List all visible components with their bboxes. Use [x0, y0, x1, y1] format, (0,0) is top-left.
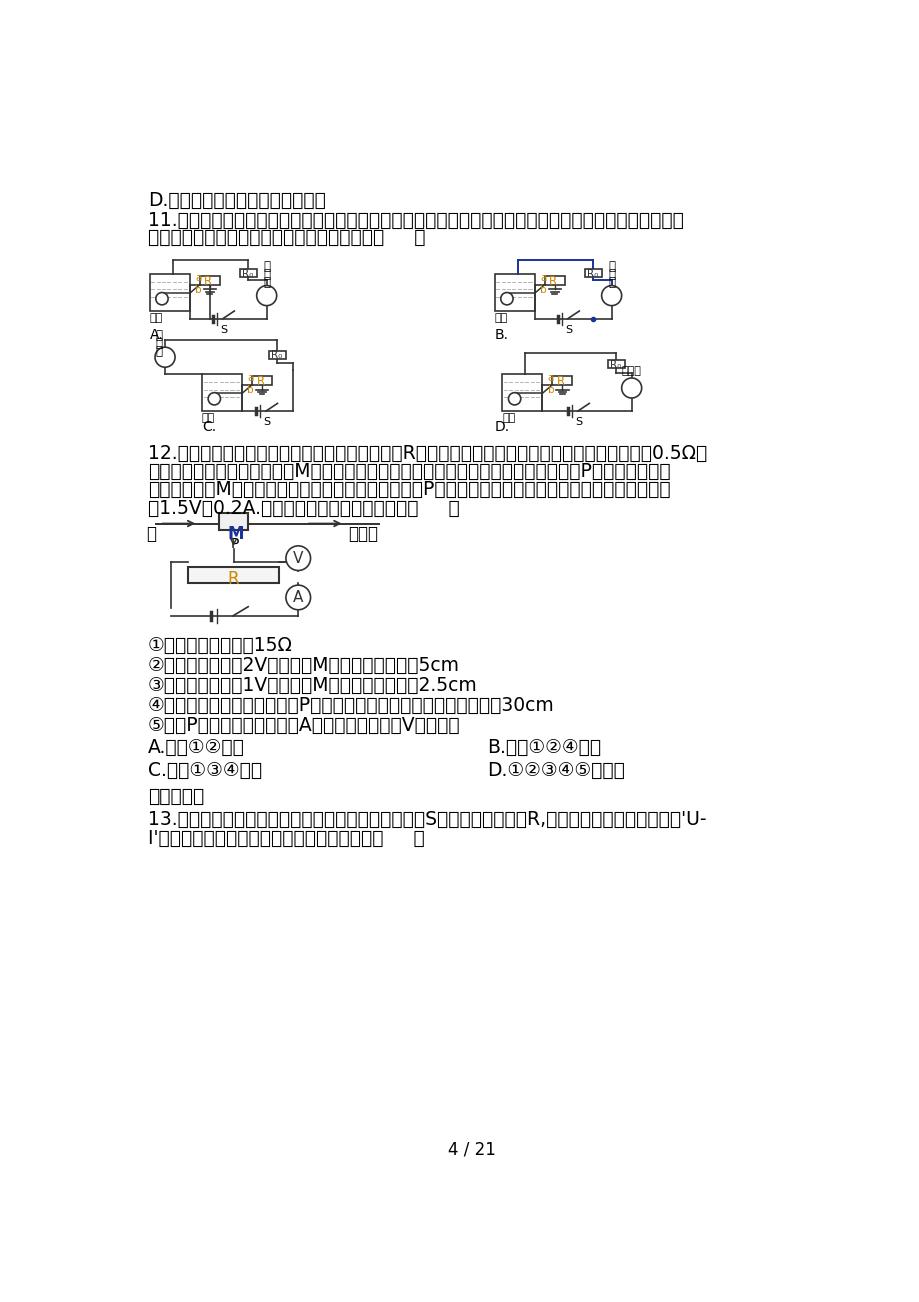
Bar [494, 273, 534, 311]
Text: S: S [221, 326, 227, 335]
Text: 12.小丽设计了如图所示的简易电子距离测量仪，R是一根粗细均匀的电阻丝，其每厘米长的电阻为0.5Ω，: 12.小丽设计了如图所示的简易电子距离测量仪，R是一根粗细均匀的电阻丝，其每厘米… [148, 444, 707, 462]
Text: R: R [256, 375, 265, 388]
Text: 电路各部分均接触良好。物体M只能在导轨上做直线运动，并带动与之相连的金属滑片P移动，电压表示: 电路各部分均接触良好。物体M只能在导轨上做直线运动，并带动与之相连的金属滑片P移… [148, 462, 670, 480]
Circle shape [208, 393, 221, 405]
Text: 数随油面高度的增加而增大，且刻度均匀的是（     ）: 数随油面高度的增加而增大，且刻度均匀的是（ ） [148, 228, 425, 247]
Text: A.: A. [150, 328, 163, 342]
Circle shape [500, 293, 513, 305]
Circle shape [621, 378, 641, 398]
Text: S: S [264, 417, 270, 427]
Text: 量: 量 [155, 337, 163, 350]
Text: b: b [539, 285, 546, 294]
Bar [551, 376, 572, 385]
Text: A: A [293, 590, 303, 605]
Text: D.①②③④⑤都正确: D.①②③④⑤都正确 [486, 760, 624, 780]
Text: b: b [547, 385, 554, 395]
Bar [219, 513, 248, 530]
Text: 油: 油 [264, 260, 270, 273]
Text: 浮标: 浮标 [502, 413, 515, 423]
Bar [502, 374, 542, 411]
Text: 油: 油 [607, 260, 615, 273]
Text: D.: D. [494, 421, 509, 435]
Bar [202, 374, 242, 411]
Text: ④若开始测量前，将金属滑片P置于电阻丝某端点，可测量的最大距离30cm: ④若开始测量前，将金属滑片P置于电阻丝某端点，可测量的最大距离30cm [148, 697, 554, 715]
Text: 浮标: 浮标 [202, 413, 215, 423]
Text: 浮标: 浮标 [494, 312, 507, 323]
Text: a: a [547, 372, 553, 383]
Text: R: R [227, 570, 239, 587]
Bar [240, 270, 256, 277]
Circle shape [155, 348, 175, 367]
Text: 11.如图所示是某同学设计的油量表原理图，油量表是用电流表或电压表改装而成，其中能表示油量表的示: 11.如图所示是某同学设计的油量表原理图，油量表是用电流表或电压表改装而成，其中… [148, 211, 683, 230]
Text: 右导轨: 右导轨 [348, 525, 378, 543]
Text: a: a [195, 272, 201, 283]
Text: 量: 量 [264, 268, 270, 281]
Text: R₀: R₀ [242, 268, 253, 279]
Text: 油: 油 [155, 329, 163, 342]
Text: B.: B. [494, 328, 508, 342]
Text: 图像计算：: 图像计算： [148, 786, 204, 806]
Circle shape [601, 285, 621, 306]
Text: ③当电压表示数为1V时，物体M从中点向右移动了2.5cm: ③当电压表示数为1V时，物体M从中点向右移动了2.5cm [148, 676, 477, 695]
Text: S: S [574, 417, 582, 427]
Bar [187, 568, 278, 583]
Bar [252, 376, 272, 385]
Text: 油量表: 油量表 [621, 366, 641, 376]
Text: R: R [204, 275, 212, 288]
Text: I'关系图象如图乙所示，则下列判断正确的是（     ）: I'关系图象如图乙所示，则下列判断正确的是（ ） [148, 828, 425, 848]
Text: S: S [565, 326, 572, 335]
Text: 量: 量 [607, 268, 615, 281]
Text: ②当电压表示数为2V时，物体M从中点向左移动了5cm: ②当电压表示数为2V时，物体M从中点向左移动了5cm [148, 656, 460, 674]
Text: R: R [549, 275, 557, 288]
Text: D.风力减小时，电流表的示数变大: D.风力减小时，电流表的示数变大 [148, 191, 325, 210]
Text: ⑤滑片P向右移动时，电流表A示数变大，电压表V示数变小: ⑤滑片P向右移动时，电流表A示数变大，电压表V示数变小 [148, 716, 460, 736]
Text: 表: 表 [607, 276, 615, 289]
Text: 表: 表 [155, 345, 163, 358]
Text: P: P [231, 538, 239, 551]
Text: ①电阻丝的总电阻为15Ω: ①电阻丝的总电阻为15Ω [148, 635, 292, 655]
Text: 左: 左 [146, 525, 156, 543]
Circle shape [155, 293, 168, 305]
Circle shape [286, 546, 311, 570]
Text: a: a [539, 272, 546, 283]
Text: A.只有①②正确: A.只有①②正确 [148, 738, 244, 756]
Bar [607, 361, 624, 368]
Bar [150, 273, 189, 311]
Text: R: R [556, 375, 564, 388]
Bar [199, 276, 220, 285]
Text: 13.如图甲所示电路，电源电压保持不变，当闭合开关S，调节滑动变阻器R,阻值从最大变化到最小，其'U-: 13.如图甲所示电路，电源电压保持不变，当闭合开关S，调节滑动变阻器R,阻值从最… [148, 810, 706, 829]
Text: C.: C. [202, 421, 216, 435]
Text: R₀: R₀ [609, 359, 621, 370]
Text: V: V [293, 551, 303, 565]
Text: M: M [227, 525, 244, 543]
Text: 为1.5V和0.2A.由此可知，下列说法正确的是（     ）: 为1.5V和0.2A.由此可知，下列说法正确的是（ ） [148, 499, 460, 518]
Bar [544, 276, 564, 285]
Text: a: a [247, 372, 254, 383]
Text: 表: 表 [264, 276, 270, 289]
Text: b: b [247, 385, 254, 395]
Circle shape [256, 285, 277, 306]
Circle shape [508, 393, 520, 405]
Text: 4 / 21: 4 / 21 [447, 1141, 495, 1159]
Text: b: b [195, 285, 201, 294]
Text: 浮标: 浮标 [150, 312, 163, 323]
Text: B.只有①②④正确: B.只有①②④正确 [486, 738, 600, 756]
Text: C.只有①③④正确: C.只有①③④正确 [148, 760, 262, 780]
Bar [584, 270, 601, 277]
Bar [268, 352, 286, 359]
Text: R₀: R₀ [586, 268, 597, 279]
Circle shape [286, 585, 311, 609]
Text: R₀: R₀ [271, 350, 282, 361]
Text: 数可反映物体M移动的距离。开始测量前，将金属滑片P置于电阻丝中点，此时电压表和电流表示数分别: 数可反映物体M移动的距离。开始测量前，将金属滑片P置于电阻丝中点，此时电压表和电… [148, 480, 670, 500]
